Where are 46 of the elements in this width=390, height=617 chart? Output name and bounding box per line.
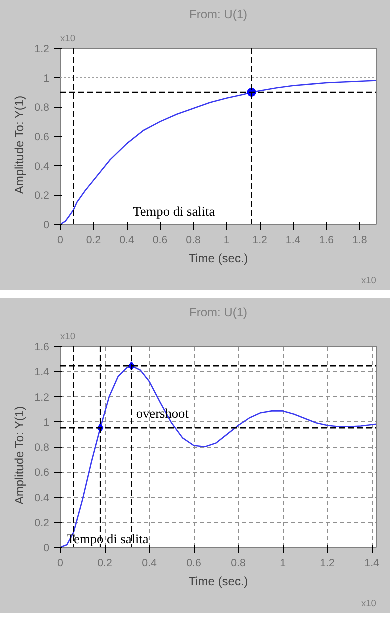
x-tick-label: 1.4: [286, 234, 301, 246]
y-tick-label: 0: [44, 220, 50, 232]
chart-title: From: U(1): [190, 306, 248, 320]
x-tick-label: 1: [280, 558, 286, 570]
x-tick-label: 0.4: [120, 234, 135, 246]
x-tick-label: 0.4: [142, 558, 157, 570]
x-axis-title: Time (sec.): [188, 574, 248, 588]
text: x10: [361, 276, 377, 286]
y-tick-label: 0: [44, 542, 50, 554]
line-series: [60, 80, 376, 224]
y-tick-label: 1.2: [34, 44, 50, 56]
y-tick-label: 0.8: [34, 442, 50, 454]
y-tick-label: 1.2: [34, 392, 50, 404]
text: x10: [60, 34, 76, 44]
annotation: Tempo di salita: [133, 204, 216, 220]
x-tick-label: 1.8: [352, 234, 368, 246]
y-tick-label: 0.4: [34, 160, 50, 173]
x-axis-title: Time (sec.): [188, 252, 248, 266]
text: x10: [361, 598, 377, 608]
x-tick-label: 0.2: [86, 234, 102, 246]
y-tick-label: 0.4: [34, 492, 50, 504]
x-tick-label: 1: [224, 234, 230, 246]
y-tick-label: 0.6: [34, 467, 50, 480]
text: Amplitude To: Y(1): [12, 96, 27, 194]
x-tick-label: 0.8: [186, 234, 202, 246]
text: x10: [60, 332, 76, 342]
x-tick-label: 0: [58, 234, 64, 246]
x-tick-label: 0.6: [152, 234, 168, 246]
y-tick-label: 0.2: [34, 517, 50, 530]
y-tick-label: 1: [44, 72, 50, 85]
y-tick-label: 1.6: [34, 342, 50, 354]
y-tick-label: 0.6: [34, 132, 50, 144]
x-tick-label: 0: [58, 558, 64, 570]
chart-title: From: U(1): [190, 8, 248, 22]
x-tick-label: 1.2: [320, 558, 336, 570]
x-tick-label: 1.6: [319, 234, 334, 246]
y-tick-label: 1.4: [34, 366, 50, 379]
x-tick-label: 1.4: [364, 558, 380, 570]
text: Amplitude To: Y(1): [12, 406, 27, 505]
x-tick-label: 0.2: [98, 558, 112, 570]
y-tick-label: 1: [44, 416, 50, 429]
y-tick-label: 0.8: [34, 102, 50, 114]
x-tick-label: 0.6: [186, 558, 202, 570]
y-tick-label: 0.2: [34, 190, 50, 202]
x-tick-label: 0.8: [231, 558, 246, 570]
x-tick-label: 1.2: [252, 234, 268, 246]
